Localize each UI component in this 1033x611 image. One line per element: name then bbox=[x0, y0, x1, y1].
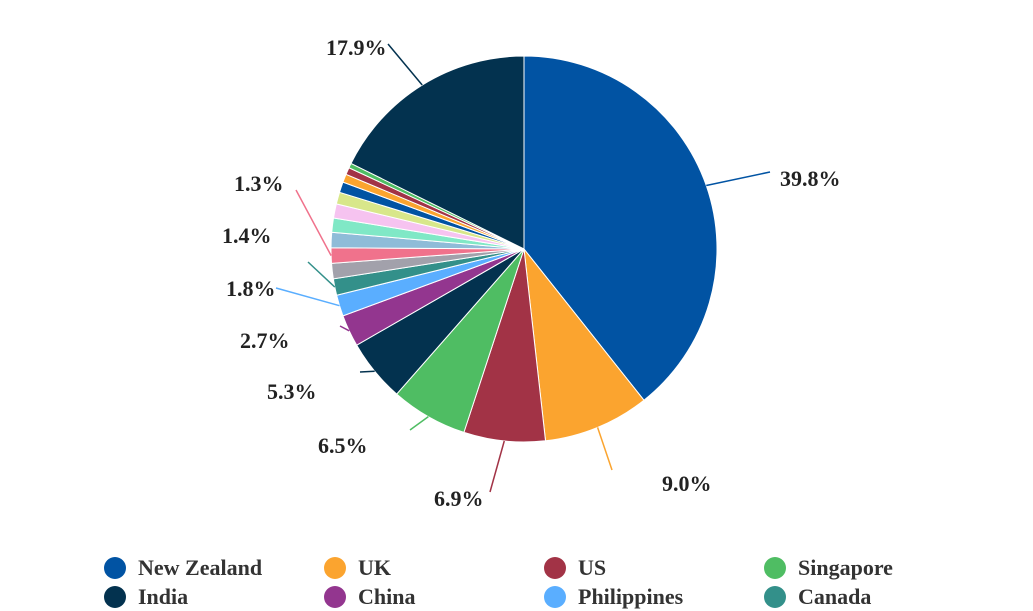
data-label: 5.3% bbox=[267, 379, 317, 404]
label-connector bbox=[359, 370, 375, 373]
legend-item-philippines[interactable]: Philippines bbox=[544, 583, 683, 611]
pie-chart: 39.8% 9.0% 6.9% 6.5% 5.3% 2.7% 1.8% 1.4% 1.3% 17.… bbox=[222, 35, 841, 511]
label-connector bbox=[596, 427, 613, 471]
label-connector bbox=[387, 43, 423, 86]
data-label: 39.8% bbox=[780, 166, 841, 191]
legend-label: New Zealand bbox=[138, 555, 263, 580]
legend-label: India bbox=[138, 584, 189, 609]
legend-label: Philippines bbox=[578, 584, 684, 609]
label-connector bbox=[706, 171, 771, 187]
legend-swatch-china bbox=[324, 586, 346, 608]
legend-label: Singapore bbox=[798, 555, 893, 580]
label-connector bbox=[307, 261, 336, 288]
legend-label: China bbox=[358, 584, 416, 609]
data-label: 1.8% bbox=[226, 276, 276, 301]
legend-item-us[interactable]: US bbox=[544, 554, 606, 582]
legend-item-india[interactable]: India bbox=[104, 583, 188, 611]
legend-swatch-uk bbox=[324, 557, 346, 579]
legend-label: US bbox=[578, 555, 607, 580]
legend-item-new-zealand[interactable]: New Zealand bbox=[104, 554, 262, 582]
legend-swatch-canada bbox=[764, 586, 786, 608]
legend-swatch-india bbox=[104, 586, 126, 608]
pie-slices bbox=[330, 55, 718, 443]
legend-swatch-us bbox=[544, 557, 566, 579]
label-connectors bbox=[275, 43, 771, 493]
legend-swatch-philippines bbox=[544, 586, 566, 608]
data-label: 1.3% bbox=[234, 171, 284, 196]
data-label: 17.9% bbox=[326, 35, 387, 60]
legend-label: Canada bbox=[798, 584, 872, 609]
legend-label: UK bbox=[358, 555, 391, 580]
data-label: 6.9% bbox=[434, 486, 484, 511]
data-label: 9.0% bbox=[662, 471, 712, 496]
data-label: 2.7% bbox=[240, 328, 290, 353]
data-label: 6.5% bbox=[318, 433, 368, 458]
data-label: 1.4% bbox=[222, 223, 272, 248]
label-connector bbox=[409, 416, 429, 431]
legend: New Zealand UK US Singapore India China … bbox=[100, 550, 1000, 610]
label-connector bbox=[275, 287, 340, 307]
label-connector bbox=[339, 325, 350, 332]
pie-slice-other-18[interactable] bbox=[350, 55, 525, 250]
legend-item-uk[interactable]: UK bbox=[324, 554, 391, 582]
legend-item-china[interactable]: China bbox=[324, 583, 415, 611]
data-labels: 39.8% 9.0% 6.9% 6.5% 5.3% 2.7% 1.8% 1.4% 1.3% 17.… bbox=[222, 35, 841, 511]
legend-item-canada[interactable]: Canada bbox=[764, 583, 871, 611]
label-connector bbox=[489, 440, 505, 493]
legend-swatch-new-zealand bbox=[104, 557, 126, 579]
legend-swatch-singapore bbox=[764, 557, 786, 579]
label-connector bbox=[295, 189, 332, 256]
legend-item-singapore[interactable]: Singapore bbox=[764, 554, 893, 582]
